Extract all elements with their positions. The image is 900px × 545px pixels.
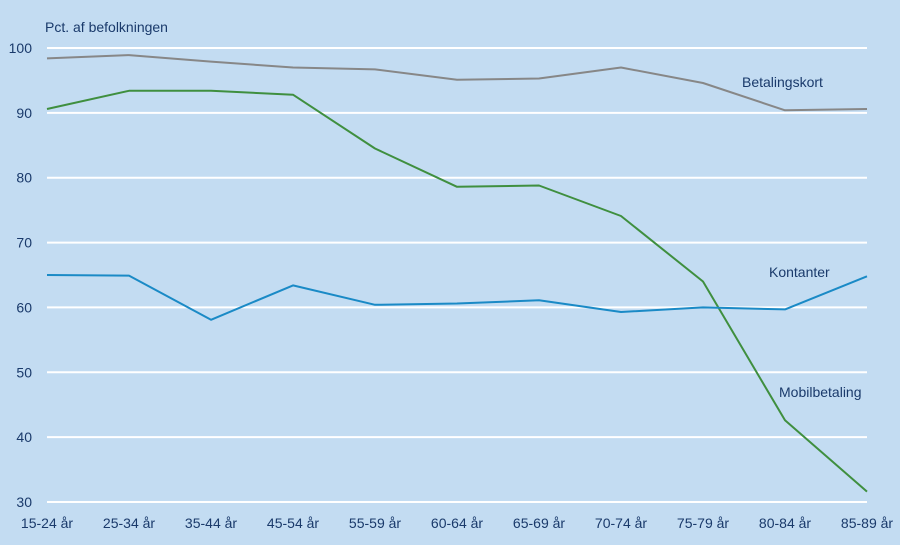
y-tick-label: 80 (16, 170, 32, 186)
y-tick-label: 100 (9, 40, 33, 56)
x-tick-label: 35-44 år (185, 515, 237, 531)
gridlines (47, 47, 867, 503)
y-tick-label: 30 (16, 494, 32, 510)
series-lines (46, 54, 868, 493)
x-tick-labels: 15-24 år 25-34 år 35-44 år 45-54 år 55-59 år… (21, 515, 893, 531)
x-tick-label: 75-79 år (677, 515, 729, 531)
series-line-betalingskort (46, 54, 868, 112)
x-tick-label: 80-84 år (759, 515, 811, 531)
x-tick-label: 15-24 år (21, 515, 73, 531)
x-tick-label: 60-64 år (431, 515, 483, 531)
x-tick-label: 45-54 år (267, 515, 319, 531)
series-label-betalingskort: Betalingskort (742, 74, 823, 90)
y-tick-label: 40 (16, 429, 32, 445)
x-tick-label: 65-69 år (513, 515, 565, 531)
series-label-mobilbetaling: Mobilbetaling (779, 384, 862, 400)
y-tick-label: 90 (16, 105, 32, 121)
series-line-mobilbetaling (46, 89, 868, 493)
x-tick-label: 85-89 år (841, 515, 893, 531)
series-label-kontanter: Kontanter (769, 264, 830, 280)
x-tick-label: 55-59 år (349, 515, 401, 531)
y-tick-label: 50 (16, 364, 32, 380)
y-tick-label: 60 (16, 299, 32, 315)
series-line-kontanter (46, 274, 868, 321)
y-tick-labels: 30 40 50 60 70 80 90 100 (9, 40, 33, 510)
y-axis-title: Pct. af befolkningen (45, 19, 168, 35)
x-tick-label: 70-74 år (595, 515, 647, 531)
series-labels: Betalingskort Mobilbetaling Kontanter (742, 74, 862, 400)
x-tick-label: 25-34 år (103, 515, 155, 531)
y-tick-label: 70 (16, 235, 32, 251)
